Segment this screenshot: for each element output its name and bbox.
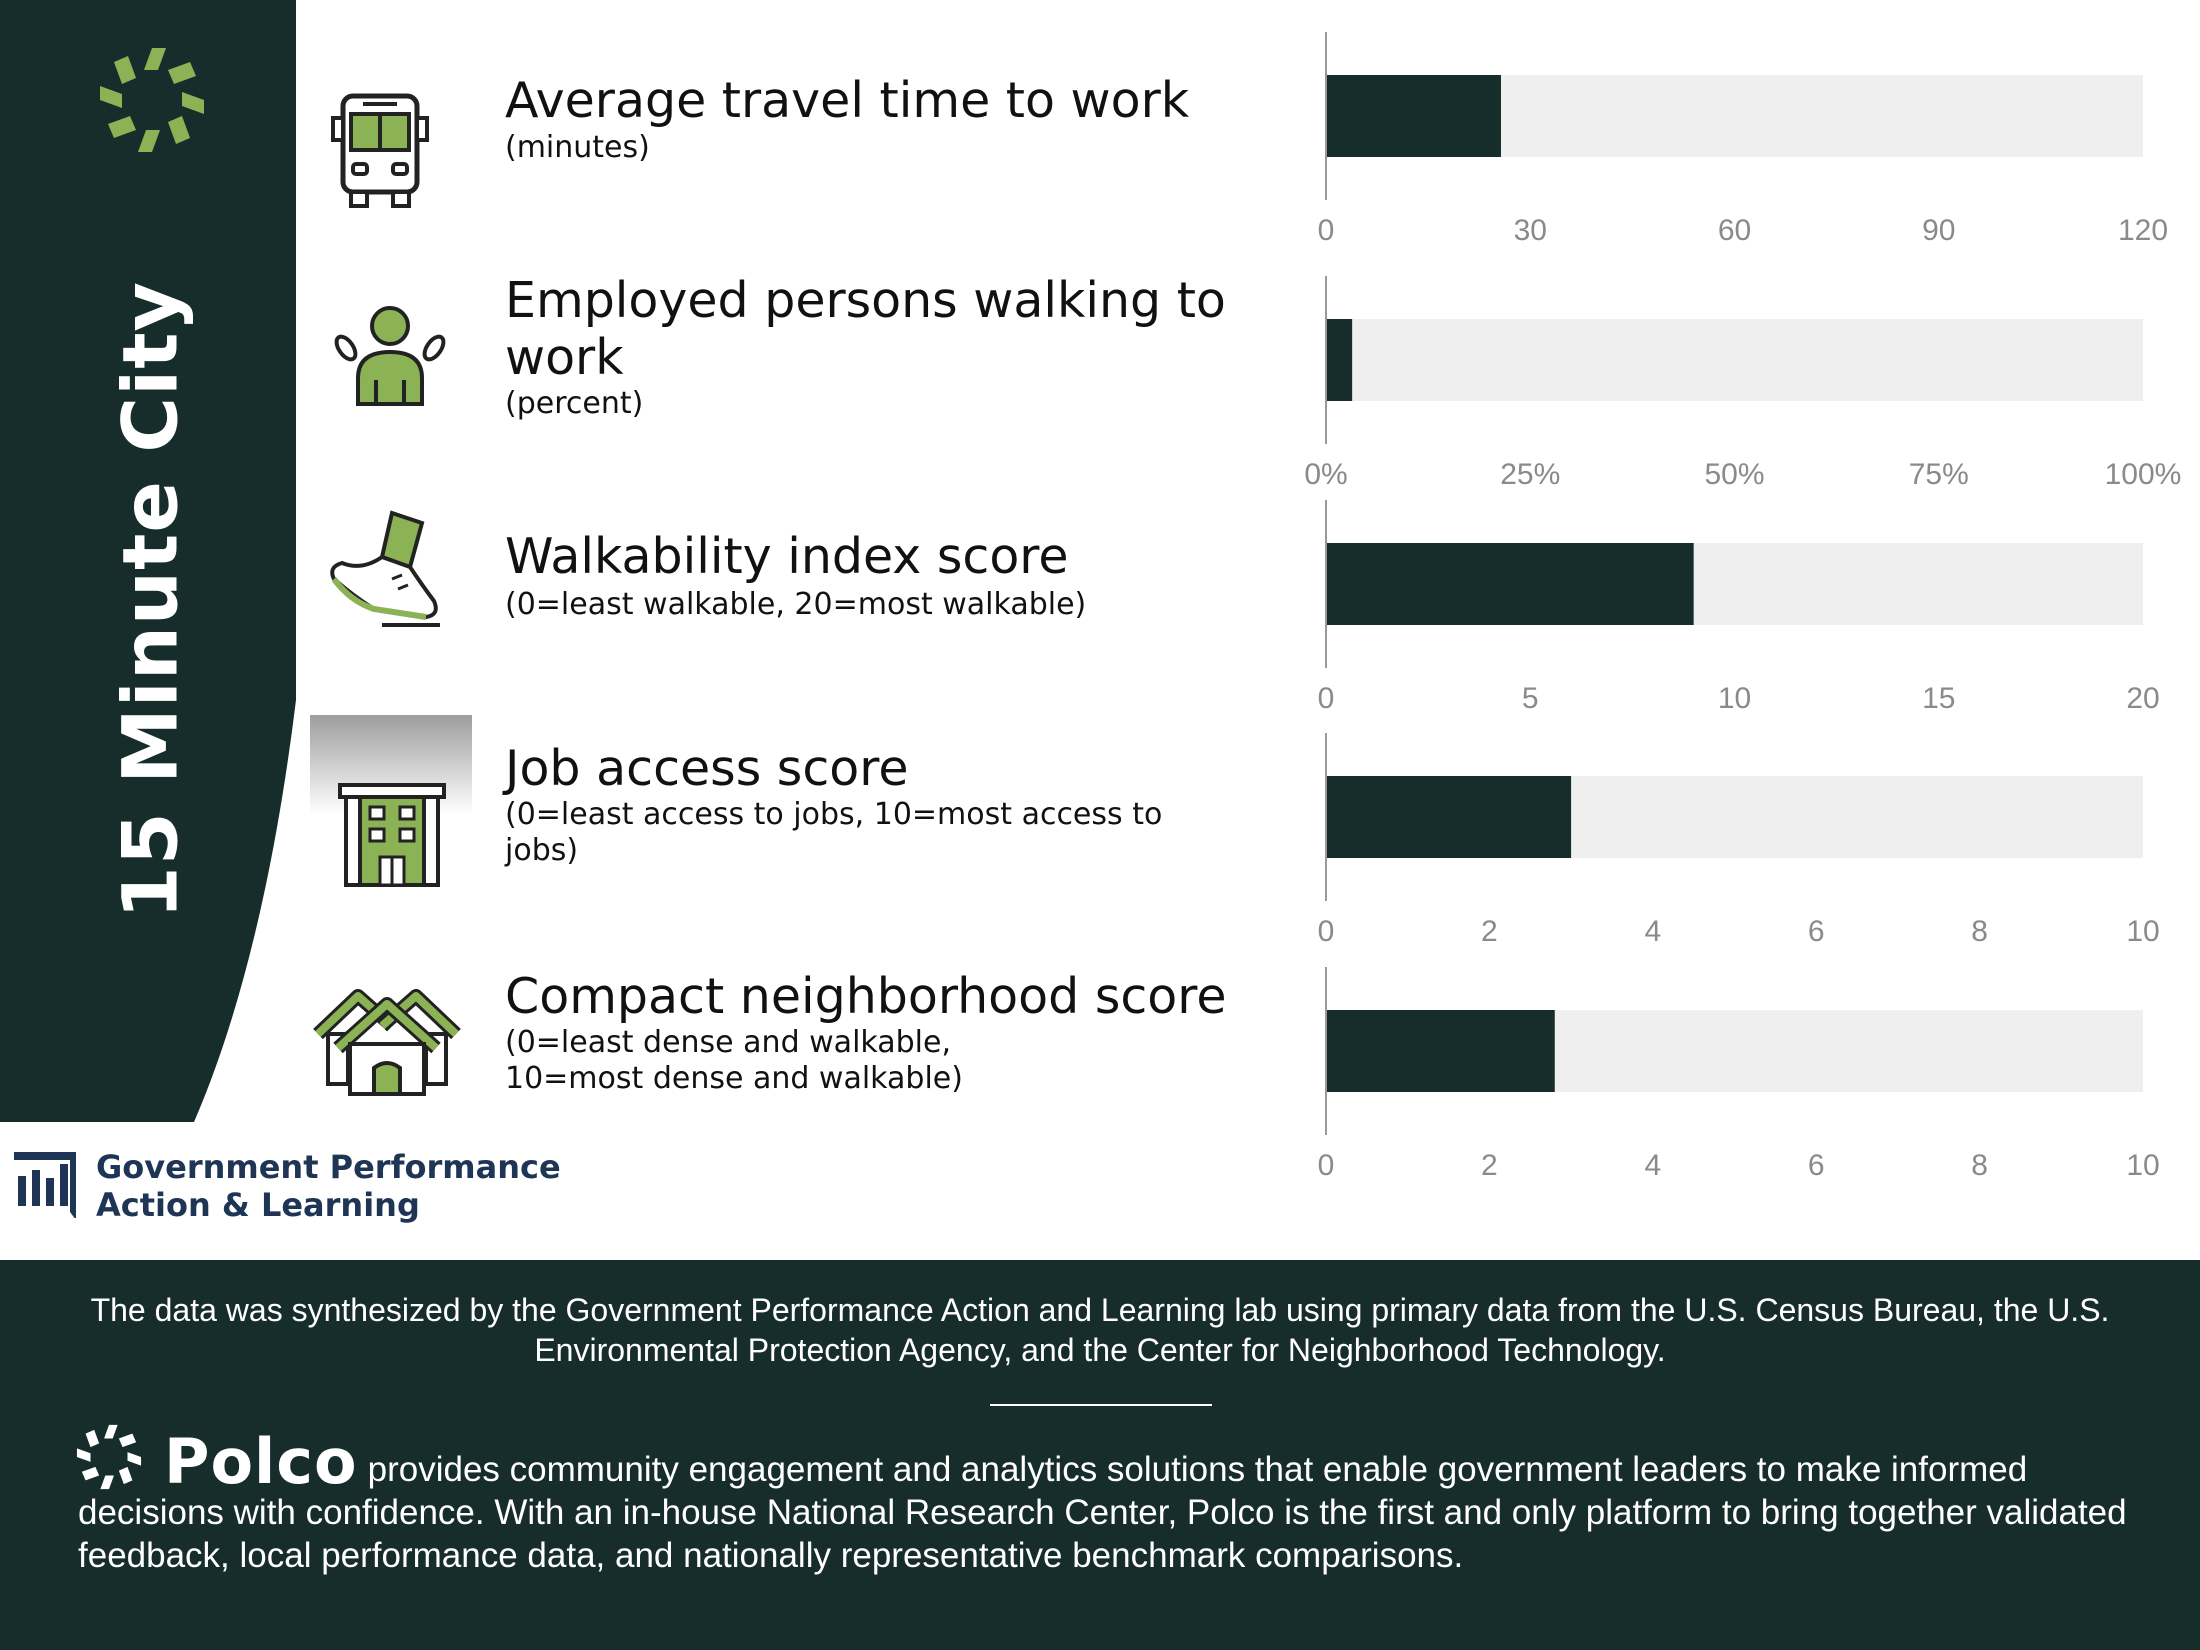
tick-label-2-5: 100% xyxy=(2105,458,2182,491)
tick-label-4-1: 0 xyxy=(1318,915,1335,948)
bar-value-4 xyxy=(1326,776,1572,858)
data-source-note: The data was synthesized by the Governme… xyxy=(90,1292,2110,1368)
shoe-icon xyxy=(330,510,440,627)
tick-label-3-1: 0 xyxy=(1318,682,1335,715)
metric-subtitle-walking-to-work: (percent) xyxy=(505,386,644,421)
sidebar-panel xyxy=(0,0,300,1122)
walking-person-icon xyxy=(334,306,446,406)
metric-subtitle-walkability: (0=least walkable, 20=most walkable) xyxy=(505,587,1087,622)
tick-label-5-6: 10 xyxy=(2126,1149,2159,1182)
tick-label-3-4: 15 xyxy=(1922,682,1955,715)
tick-label-1-1: 0 xyxy=(1318,214,1335,247)
tick-label-2-3: 50% xyxy=(1704,458,1764,491)
metric-subtitle-compact-neighborhood-line2: 10=most dense and walkable) xyxy=(505,1061,963,1096)
gpal-logo-text: Government Performance Action & Learning xyxy=(96,1148,561,1224)
polco-white-logo-icon xyxy=(76,1424,142,1490)
tick-label-5-3: 4 xyxy=(1644,1149,1661,1182)
tick-label-4-3: 4 xyxy=(1644,915,1661,948)
tick-label-4-4: 6 xyxy=(1808,915,1825,948)
bar-value-5 xyxy=(1326,1010,1555,1092)
metric-subtitle-travel-time: (minutes) xyxy=(505,130,650,165)
metric-title-walking-to-work: Employed persons walking to work xyxy=(505,272,1226,386)
gpal-logo-icon xyxy=(14,1152,76,1218)
metric-title-job-access: Job access score xyxy=(505,740,909,797)
tick-label-4-6: 10 xyxy=(2126,915,2159,948)
polco-green-logo-icon xyxy=(100,48,204,152)
tick-label-5-5: 8 xyxy=(1971,1149,1988,1182)
tick-label-3-5: 20 xyxy=(2126,682,2159,715)
tick-label-1-5: 120 xyxy=(2118,214,2168,247)
polco-about-text: Polco provides community engagement and a… xyxy=(78,1431,2138,1577)
bar-value-2 xyxy=(1326,319,1353,401)
polco-about-body: provides community engagement and analyt… xyxy=(78,1450,2127,1575)
sidebar-curve xyxy=(194,0,300,1122)
tick-label-2-1: 0% xyxy=(1304,458,1347,491)
gpal-logo-line1: Government Performance xyxy=(96,1148,561,1186)
tick-label-1-4: 90 xyxy=(1922,214,1955,247)
gpal-logo-line2: Action & Learning xyxy=(96,1186,420,1224)
office-building-icon xyxy=(338,783,446,887)
metric-title-travel-time: Average travel time to work xyxy=(505,72,1190,129)
metric-title-walkability: Walkability index score xyxy=(505,528,1069,585)
metric-subtitle-compact-neighborhood-line1: (0=least dense and walkable, xyxy=(505,1025,952,1060)
tick-label-2-2: 25% xyxy=(1500,458,1560,491)
tick-label-1-3: 60 xyxy=(1718,214,1751,247)
tick-label-5-2: 2 xyxy=(1481,1149,1498,1182)
polco-wordmark: Polco xyxy=(164,1425,358,1498)
tick-label-4-5: 8 xyxy=(1971,915,1988,948)
bus-icon xyxy=(331,93,429,208)
tick-label-3-2: 5 xyxy=(1522,682,1539,715)
tick-label-4-2: 2 xyxy=(1481,915,1498,948)
footer-divider xyxy=(990,1404,1212,1406)
metric-title-compact-neighborhood: Compact neighborhood score xyxy=(505,968,1227,1025)
bar-value-3 xyxy=(1326,543,1694,625)
tick-label-2-4: 75% xyxy=(1909,458,1969,491)
houses-icon xyxy=(313,989,461,1096)
tick-label-5-1: 0 xyxy=(1318,1149,1335,1182)
tick-label-1-2: 30 xyxy=(1514,214,1547,247)
bar-track-2 xyxy=(1326,319,2143,401)
tick-label-3-3: 10 xyxy=(1718,682,1751,715)
metric-subtitle-job-access: (0=least access to jobs, 10=most access … xyxy=(505,797,1163,868)
tick-label-5-4: 6 xyxy=(1808,1149,1825,1182)
bar-value-1 xyxy=(1326,75,1501,157)
footer: The data was synthesized by the Governme… xyxy=(0,1260,2200,1650)
